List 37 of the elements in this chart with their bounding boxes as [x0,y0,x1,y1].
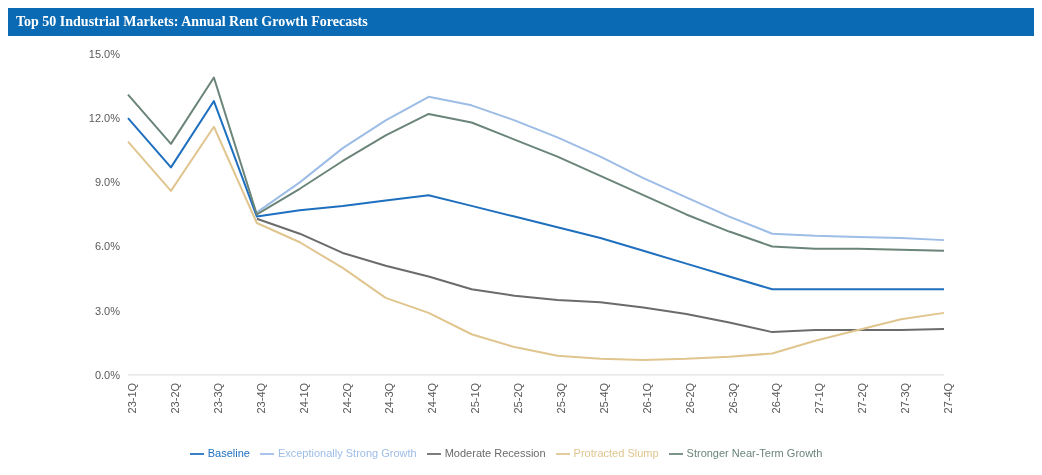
y-tick-label: 0.0% [94,368,121,381]
y-tick-label: 3.0% [94,304,121,317]
x-tick-label: 24-3Q [383,382,396,414]
x-tick-label: 24-1Q [297,382,310,414]
x-tick-label: 27-2Q [855,382,868,414]
x-tick-label: 27-4Q [941,382,954,414]
y-tick-label: 15.0% [88,47,121,60]
line-series [127,125,945,361]
y-tick-label: 9.0% [94,176,121,189]
x-tick-label: 24-2Q [340,382,353,414]
legend-label: Moderate Recession [444,446,546,459]
x-tick-label: 26-2Q [684,382,697,414]
legend-label: Baseline [207,446,250,459]
x-tick-label: 23-4Q [254,382,267,414]
line-series [127,76,945,252]
y-tick-label: 6.0% [94,240,121,253]
line-series [255,217,945,334]
line-series [255,95,945,242]
x-tick-label: 23-3Q [211,382,224,414]
x-tick-label: 27-3Q [898,382,911,414]
x-tick-label: 26-3Q [727,382,740,414]
line-series [127,100,945,291]
x-tick-label: 24-4Q [426,382,439,414]
x-tick-label: 27-1Q [812,382,825,414]
x-tick-label: 25-1Q [469,382,482,414]
x-tick-label: 26-1Q [641,382,654,414]
x-tick-label: 23-2Q [168,382,181,414]
x-tick-label: 23-1Q [125,382,138,414]
x-tick-label: 26-4Q [770,382,783,414]
legend-label: Stronger Near-Term Growth [686,446,823,459]
chart-title: Top 50 Industrial Markets: Annual Rent Growth Forecasts [8,8,1034,36]
x-tick-label: 25-4Q [598,382,611,414]
legend-label: Protracted Slump [573,446,659,459]
y-tick-label: 12.0% [88,112,121,125]
x-tick-label: 25-3Q [555,382,568,414]
legend-label: Exceptionally Strong Growth [277,446,417,459]
x-tick-label: 25-2Q [512,382,525,414]
